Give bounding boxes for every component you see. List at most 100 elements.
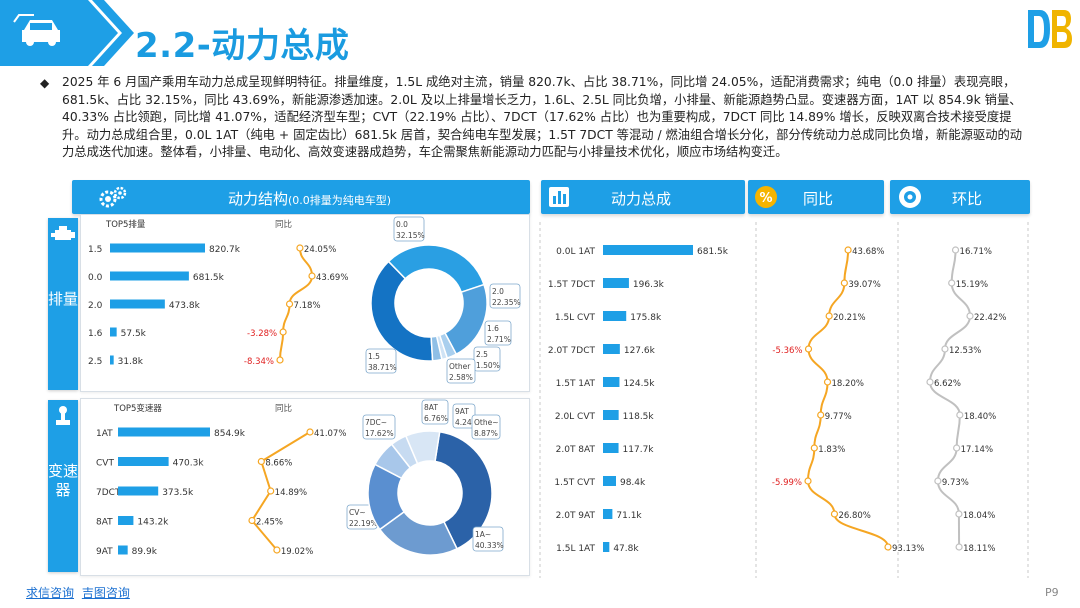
bar [603, 245, 693, 255]
bar [603, 311, 627, 321]
donut-slice [370, 260, 434, 362]
bar-value-label: 71.1k [616, 511, 642, 521]
bar-category-label: 2.0T 8AT [556, 445, 596, 455]
slice-value-label: 17.62% [365, 429, 394, 438]
line-value-label: 12.53% [949, 346, 981, 356]
line-point [955, 543, 963, 551]
slice-name-label: 2.5 [476, 350, 488, 359]
yoy-header-bar: % 同比 [748, 180, 884, 214]
slice-label-box [446, 358, 476, 384]
chart-title: TOP5变速器 [113, 403, 162, 414]
svg-text:%: % [759, 191, 772, 206]
bar-category-label: 1.5T 1AT [556, 379, 596, 389]
line-value-label: 17.14% [961, 445, 993, 455]
line-value-label: 22.42% [974, 313, 1006, 323]
bar [603, 377, 620, 387]
slice-name-label: Other [449, 362, 471, 371]
slice-name-label: CV~ [349, 508, 366, 517]
line-point [941, 345, 949, 353]
line-point [953, 444, 961, 452]
line-value-label: 18.11% [963, 544, 995, 554]
line-value-label: 8.66% [265, 459, 292, 469]
donut-slice [430, 335, 443, 362]
bar [603, 278, 629, 288]
bar-value-label: 57.5k [121, 329, 147, 339]
line-point [844, 246, 852, 254]
slice-name-label: Othe~ [474, 418, 499, 427]
line-value-label: 9.77% [825, 412, 852, 422]
footer-link-2[interactable]: 吉图咨询 [81, 586, 130, 600]
bar-value-label: 681.5k [193, 273, 225, 283]
bar-category-label: 0.0L 1AT [556, 247, 595, 257]
bar-category-label: 8AT [96, 518, 113, 528]
line-point [884, 543, 892, 551]
line-point [934, 477, 942, 485]
bar-value-label: 854.9k [214, 429, 246, 439]
slice-value-label: 4.24% [455, 418, 479, 427]
line-chart-title: 同比 [275, 403, 292, 414]
bar-value-label: 681.5k [697, 247, 729, 257]
car-icon [13, 14, 60, 46]
line-value-label: -5.36% [772, 346, 802, 356]
bar [110, 355, 114, 365]
line-value-label: 43.68% [852, 247, 884, 257]
bar-value-label: 196.3k [633, 280, 665, 290]
slice-value-label: 38.71% [368, 363, 397, 372]
percent-icon: % [755, 186, 777, 208]
chart-title: TOP5排量 [105, 219, 146, 230]
transmission-side-label: 变速器 [48, 400, 78, 572]
line-point [273, 546, 281, 554]
bar-value-label: 118.5k [623, 412, 655, 422]
line-point [306, 428, 314, 436]
slice-value-label: 22.35% [492, 298, 521, 307]
slice-name-label: 1.5 [368, 352, 380, 361]
line-chart-title: 同比 [275, 219, 292, 230]
bar-category-label: 1.5L CVT [555, 313, 596, 323]
line-value-label: 2.45% [256, 518, 283, 528]
slice-name-label: 1.6 [487, 324, 499, 333]
slice-value-label: 32.15% [396, 231, 425, 240]
header-banner [0, 0, 134, 66]
bar-category-label: 2.0T 7DCT [548, 346, 596, 356]
line-point [267, 487, 275, 495]
line-value-label: 24.05% [304, 245, 336, 255]
slice-label-box [472, 526, 504, 552]
bar [118, 516, 134, 525]
line-point [279, 328, 287, 336]
line-point [285, 300, 294, 308]
line-point [825, 312, 833, 320]
target-icon [899, 186, 921, 208]
bar-value-label: 117.7k [623, 445, 655, 455]
gear-shift-icon [56, 406, 70, 425]
slice-name-label: 7DC~ [365, 418, 387, 427]
engine-icon [51, 226, 75, 240]
bar [110, 299, 165, 309]
line-point [248, 516, 256, 525]
slice-label-box [471, 414, 501, 440]
line-point [804, 477, 812, 485]
line-value-label: -5.99% [772, 478, 802, 488]
line-value-label: 26.80% [838, 511, 870, 521]
bar [603, 410, 619, 420]
footer-link-1[interactable]: 求信咨询 [26, 586, 75, 600]
line-point [830, 510, 839, 518]
line-value-label: 1.83% [818, 445, 845, 455]
line-point [257, 457, 265, 466]
bar-value-label: 175.8k [630, 313, 662, 323]
line-value-label: 6.62% [934, 379, 961, 389]
line-point [956, 411, 964, 419]
bar-value-label: 143.2k [137, 518, 169, 528]
line-value-label: 9.73% [942, 478, 969, 488]
slice-name-label: 9AT [455, 407, 469, 416]
line-point [810, 444, 818, 452]
page-header: 2.2-动力总成 [0, 0, 1080, 80]
donut-slice [404, 430, 441, 465]
bar-value-label: 124.5k [623, 379, 655, 389]
line-point [926, 378, 934, 386]
line-value-label: 20.21% [833, 313, 865, 323]
slice-name-label: 8AT [424, 403, 438, 412]
bar-category-label: 2.5 [88, 357, 102, 367]
bar-value-label: 373.5k [162, 488, 194, 498]
slice-value-label: 40.33% [475, 541, 504, 550]
mom-header-bar: 环比 [890, 180, 1030, 214]
